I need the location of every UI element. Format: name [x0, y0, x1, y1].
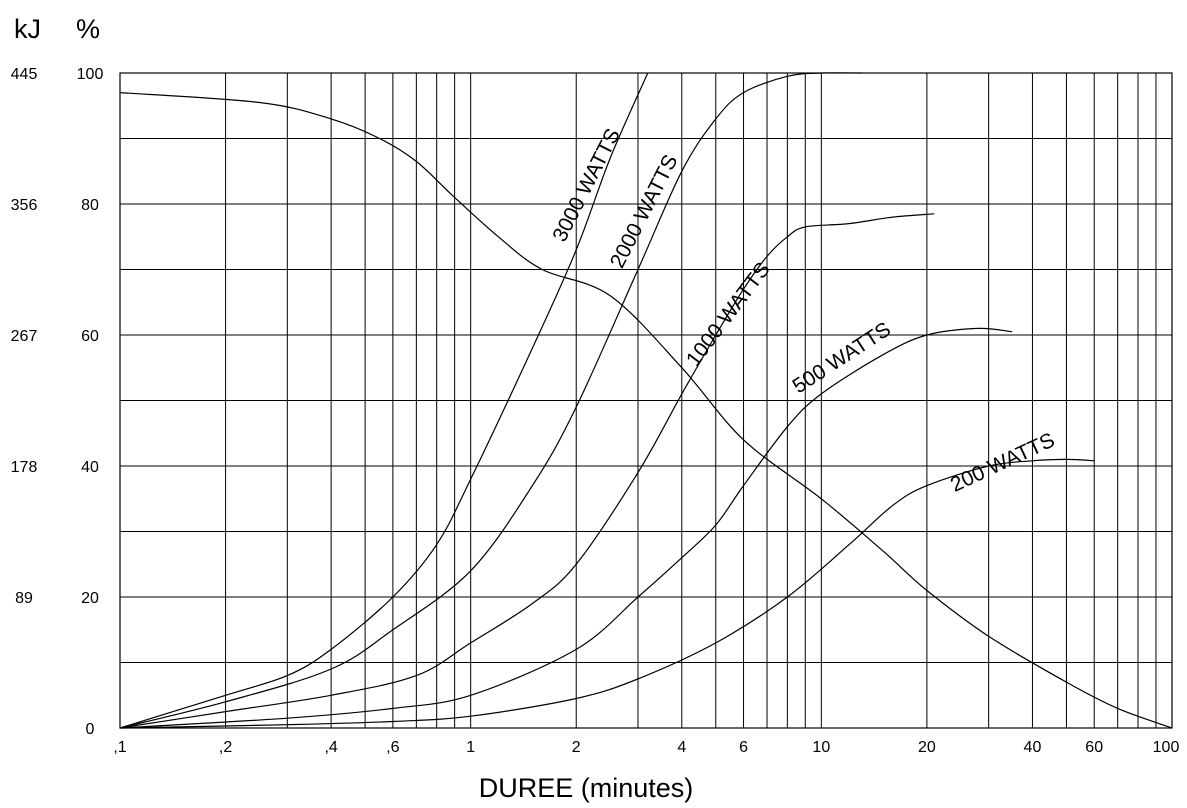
x-tick-label: ,1: [113, 739, 126, 756]
y-tick-label-percent: 0: [86, 721, 95, 738]
y-tick-label-percent: 100: [77, 66, 104, 83]
y-unit-kj: kJ: [14, 14, 41, 44]
x-tick-label: ,4: [324, 739, 337, 756]
series-line-3000-watts: [119, 72, 649, 729]
y-tick-label-percent: 80: [81, 197, 99, 214]
x-tick-label: ,2: [219, 739, 232, 756]
y-unit-percent: %: [76, 14, 100, 44]
y-tick-label-percent: 40: [81, 459, 99, 476]
x-tick-label: 60: [1085, 739, 1103, 756]
x-tick-label: 4: [677, 739, 686, 756]
series-line-200-watts: [119, 458, 1095, 729]
y-tick-label-kj: 356: [11, 197, 38, 214]
series-label: 200 WATTS: [947, 429, 1058, 497]
series-label: 2000 WATTS: [606, 151, 683, 272]
series-line-500-watts: [119, 327, 1013, 729]
y-tick-label-percent: 60: [81, 328, 99, 345]
x-tick-label: ,6: [386, 739, 399, 756]
series-group: [119, 72, 1173, 729]
x-tick-label: 6: [739, 739, 748, 756]
grid: [120, 73, 1172, 728]
x-tick-label: 2: [572, 739, 581, 756]
series-line-2000-watts: [119, 72, 862, 729]
x-axis-label: DUREE (minutes): [479, 773, 694, 803]
y-tick-label-kj: 445: [11, 66, 38, 83]
series-label: 3000 WATTS: [548, 125, 625, 246]
y-tick-label-percent: 20: [81, 590, 99, 607]
x-tick-label: 20: [918, 739, 936, 756]
series-line-curve-5: [119, 92, 1173, 729]
y-tick-label-kj: 178: [11, 459, 38, 476]
y-axis-ticks: 100 80 60 40 20 0 445 356 267 178 89: [11, 66, 104, 738]
series-label: 500 WATTS: [789, 318, 895, 398]
x-tick-label: 1: [466, 739, 475, 756]
series-label: 1000 WATTS: [682, 258, 775, 371]
y-tick-label-kj: 89: [15, 590, 33, 607]
plot-frame: [119, 72, 1173, 729]
x-tick-label: 40: [1024, 739, 1042, 756]
x-axis-ticks: ,1 ,2 ,4 ,6 1 2 4 6 10 20 40 60 100: [113, 739, 1179, 756]
x-tick-label: 100: [1153, 739, 1180, 756]
series-line-1000-watts: [119, 213, 935, 729]
y-tick-label-kj: 267: [11, 328, 38, 345]
x-tick-label: 10: [812, 739, 830, 756]
